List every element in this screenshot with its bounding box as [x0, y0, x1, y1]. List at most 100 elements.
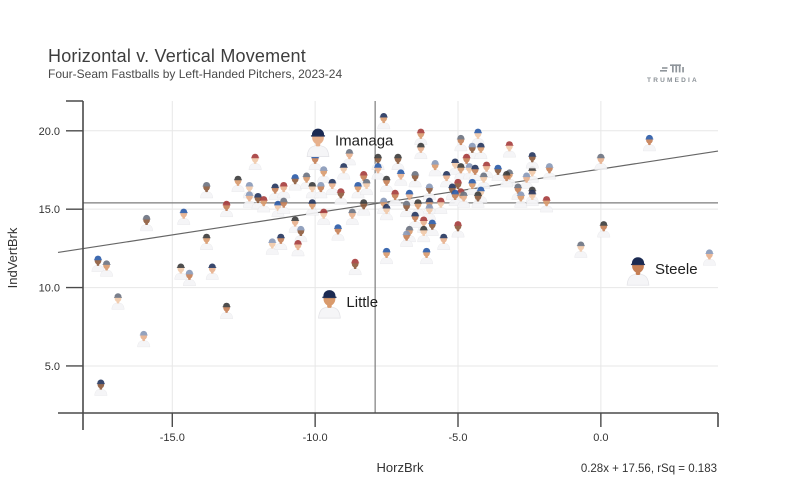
player-point[interactable]	[408, 170, 422, 188]
player-jersey	[502, 150, 516, 158]
player-point[interactable]	[100, 260, 114, 277]
player-point[interactable]	[457, 191, 471, 208]
player-point[interactable]	[500, 170, 514, 188]
player-point[interactable]	[411, 199, 425, 216]
player-point[interactable]	[305, 181, 319, 199]
player-point[interactable]	[174, 263, 188, 280]
player-point[interactable]	[317, 208, 331, 225]
player-cap	[465, 163, 473, 168]
player-point[interactable]	[342, 149, 356, 166]
player-point[interactable]	[331, 224, 345, 241]
player-point[interactable]	[345, 208, 359, 225]
player-point[interactable]	[408, 211, 422, 228]
player-point[interactable]	[477, 172, 491, 189]
player-point[interactable]	[465, 178, 479, 196]
player-point[interactable]	[425, 219, 439, 236]
player-cap	[645, 134, 653, 139]
player-point[interactable]	[391, 153, 405, 170]
player-point[interactable]	[574, 241, 588, 258]
player-point[interactable]	[428, 160, 442, 177]
player-point[interactable]	[306, 128, 330, 157]
player-point[interactable]	[268, 183, 282, 200]
player-point[interactable]	[140, 214, 154, 232]
player-point[interactable]	[525, 189, 539, 207]
player-point[interactable]	[451, 221, 465, 238]
player-point[interactable]	[248, 153, 262, 170]
player-point[interactable]	[177, 208, 191, 225]
player-point[interactable]	[205, 263, 219, 280]
player-point[interactable]	[265, 238, 279, 255]
player-point[interactable]	[231, 175, 245, 192]
player-point[interactable]	[334, 188, 348, 205]
player-cap	[440, 233, 448, 238]
player-point[interactable]	[626, 257, 650, 286]
player-point[interactable]	[137, 330, 151, 348]
player-point[interactable]	[417, 225, 431, 243]
player-point[interactable]	[454, 163, 468, 180]
player-point[interactable]	[357, 199, 371, 216]
player-point[interactable]	[642, 134, 656, 152]
player-point[interactable]	[305, 199, 319, 216]
player-cap	[280, 197, 288, 202]
player-point[interactable]	[471, 191, 485, 208]
player-point[interactable]	[380, 203, 394, 221]
player-cap	[405, 189, 413, 194]
player-point[interactable]	[277, 197, 291, 214]
player-cap-brim	[431, 163, 440, 165]
player-point[interactable]	[414, 128, 428, 145]
player-point[interactable]	[314, 181, 328, 199]
player-point[interactable]	[317, 166, 331, 183]
player-point[interactable]	[474, 142, 488, 159]
player-point[interactable]	[597, 221, 611, 238]
player-point[interactable]	[200, 181, 214, 199]
player-point[interactable]	[414, 142, 428, 159]
player-point[interactable]	[454, 134, 468, 152]
player-point[interactable]	[514, 191, 528, 208]
player-point[interactable]	[400, 200, 414, 217]
player-point[interactable]	[377, 112, 391, 130]
player-point[interactable]	[525, 152, 539, 169]
player-point[interactable]	[422, 183, 436, 200]
player-point[interactable]	[288, 174, 302, 191]
player-point[interactable]	[491, 164, 505, 181]
player-point[interactable]	[594, 153, 608, 170]
player-jersey	[182, 279, 196, 286]
player-point[interactable]	[360, 178, 374, 196]
player-point[interactable]	[182, 269, 196, 286]
player-point[interactable]	[520, 172, 534, 189]
player-point[interactable]	[420, 247, 434, 265]
player-point[interactable]	[277, 181, 291, 199]
player-point[interactable]	[380, 175, 394, 192]
player-jersey	[314, 191, 328, 199]
player-point[interactable]	[542, 163, 556, 180]
player-point[interactable]	[702, 249, 716, 266]
player-point[interactable]	[257, 196, 271, 213]
player-point[interactable]	[274, 233, 288, 250]
player-cap-brim	[302, 176, 311, 178]
player-cap-brim	[339, 166, 348, 168]
player-point[interactable]	[448, 158, 462, 175]
player-point[interactable]	[434, 197, 448, 214]
player-point[interactable]	[437, 233, 451, 250]
player-point[interactable]	[111, 293, 125, 310]
player-point[interactable]	[394, 169, 408, 186]
player-point[interactable]	[291, 239, 305, 257]
player-point[interactable]	[348, 258, 362, 275]
player-cap	[103, 260, 111, 265]
player-point[interactable]	[318, 290, 341, 319]
player-point[interactable]	[371, 163, 385, 180]
page-title: Horizontal v. Vertical Movement	[48, 46, 306, 66]
player-point[interactable]	[325, 178, 339, 196]
player-point[interactable]	[540, 196, 554, 213]
player-point[interactable]	[388, 189, 402, 207]
player-point[interactable]	[220, 302, 234, 319]
player-point[interactable]	[94, 379, 108, 396]
player-point[interactable]	[337, 163, 351, 180]
player-point[interactable]	[91, 255, 105, 272]
player-point[interactable]	[200, 233, 214, 250]
player-point[interactable]	[220, 200, 234, 217]
player-point[interactable]	[400, 230, 414, 247]
player-point[interactable]	[502, 141, 516, 158]
player-point[interactable]	[380, 247, 394, 265]
